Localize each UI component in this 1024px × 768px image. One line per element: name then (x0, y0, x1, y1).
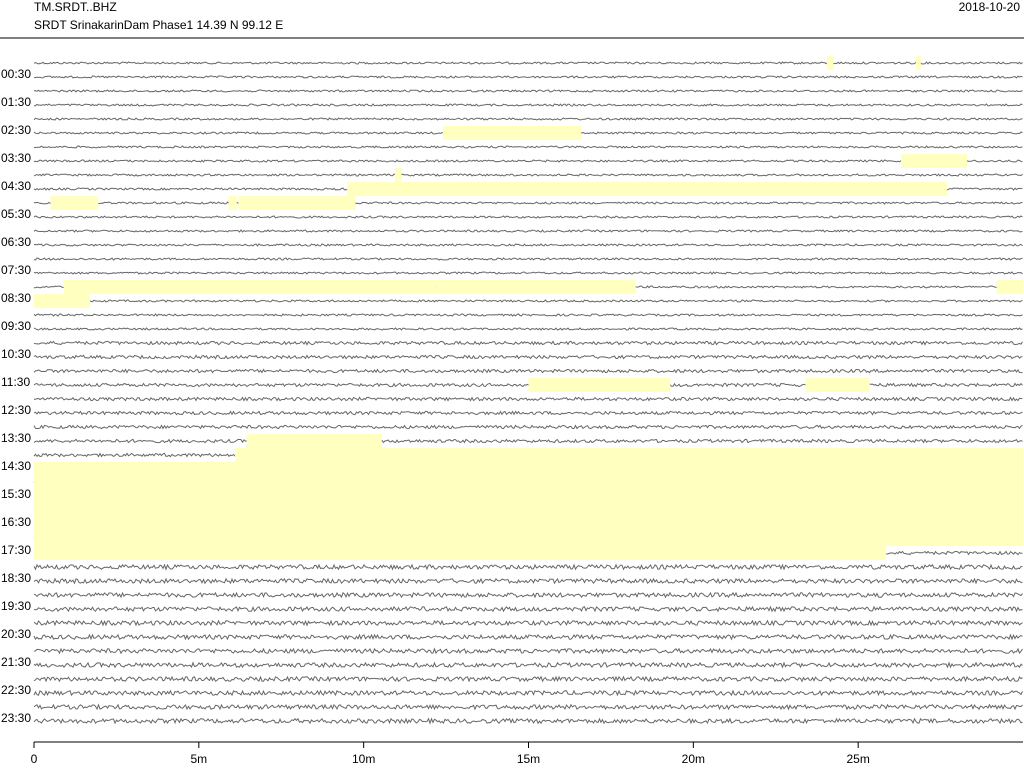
trace (33, 173, 1023, 177)
gap (805, 378, 870, 392)
gap (347, 182, 948, 196)
trace (33, 89, 1023, 93)
gap (34, 532, 1023, 546)
trace (33, 327, 1023, 331)
gap (34, 518, 1023, 532)
trace (33, 229, 1023, 233)
row-label: 11:30 (1, 375, 30, 389)
trace (33, 591, 1023, 599)
row-label: 14:30 (1, 459, 31, 473)
trace (33, 605, 1023, 613)
row-label: 06:30 (1, 235, 31, 249)
trace (33, 368, 1023, 374)
trace (33, 145, 1023, 149)
trace (33, 703, 1023, 711)
x-tick-label: 25m (846, 752, 869, 766)
trace (33, 159, 1023, 163)
gap (34, 546, 887, 560)
gap (238, 196, 356, 210)
trace (33, 75, 1023, 79)
x-tick-label: 10m (352, 752, 375, 766)
x-tick-label: 20m (682, 752, 705, 766)
row-label: 10:30 (1, 347, 31, 361)
row-label: 21:30 (1, 655, 31, 669)
trace (33, 675, 1023, 683)
gap (63, 280, 437, 294)
x-tick-label: 15m (517, 752, 540, 766)
trace (33, 563, 1023, 571)
trace (33, 661, 1023, 669)
gap (34, 294, 91, 308)
trace (33, 215, 1023, 219)
gap (996, 280, 1023, 294)
row-label: 20:30 (1, 627, 31, 641)
row-label: 03:30 (1, 151, 31, 165)
trace (33, 354, 1023, 360)
trace (33, 299, 1023, 303)
trace (33, 410, 1023, 416)
row-label: 04:30 (1, 179, 31, 193)
row-label: 13:30 (1, 431, 31, 445)
row-label: 00:30 (1, 67, 31, 81)
row-label: 15:30 (1, 487, 31, 501)
trace (33, 633, 1023, 641)
gap (826, 56, 834, 70)
trace (33, 577, 1023, 585)
gap (394, 168, 402, 182)
trace (33, 424, 1023, 430)
row-label: 08:30 (1, 291, 31, 305)
trace (33, 61, 1023, 65)
trace (33, 201, 1023, 205)
trace (33, 382, 1023, 388)
trace (33, 340, 1023, 346)
gap (34, 462, 1023, 476)
trace (33, 243, 1023, 247)
station-title: TM.SRDT..BHZ (34, 0, 117, 14)
row-label: 22:30 (1, 683, 31, 697)
gap (34, 476, 1023, 490)
trace (33, 717, 1023, 725)
trace (33, 271, 1023, 275)
trace (33, 117, 1023, 121)
gap (34, 504, 1023, 518)
row-label: 18:30 (1, 571, 31, 585)
x-tick-label: 5m (190, 752, 207, 766)
trace (33, 619, 1023, 627)
gap (528, 378, 671, 392)
row-label: 09:30 (1, 319, 31, 333)
gap (436, 280, 636, 294)
trace (33, 257, 1023, 261)
row-label: 23:30 (1, 711, 31, 725)
trace (33, 313, 1023, 317)
gap (50, 196, 99, 210)
row-label: 19:30 (1, 599, 31, 613)
trace (33, 647, 1023, 655)
gap (228, 196, 237, 210)
gap (34, 490, 1023, 504)
trace (33, 396, 1023, 402)
gap (901, 154, 967, 168)
row-label: 16:30 (1, 515, 31, 529)
row-label: 05:30 (1, 207, 31, 221)
row-label: 01:30 (1, 95, 31, 109)
gap (915, 56, 921, 70)
row-label: 12:30 (1, 403, 31, 417)
trace (33, 438, 1023, 444)
gap (235, 448, 1023, 462)
trace (34, 103, 1023, 107)
gap (442, 126, 582, 140)
x-tick-label: 0 (31, 752, 38, 766)
row-label: 17:30 (1, 543, 31, 557)
row-label: 07:30 (1, 263, 31, 277)
station-subtitle: SRDT SrinakarinDam Phase1 14.39 N 99.12 … (34, 18, 283, 32)
row-label: 02:30 (1, 123, 31, 137)
date: 2018-10-20 (959, 0, 1021, 14)
trace (33, 689, 1023, 697)
gap (246, 434, 382, 448)
